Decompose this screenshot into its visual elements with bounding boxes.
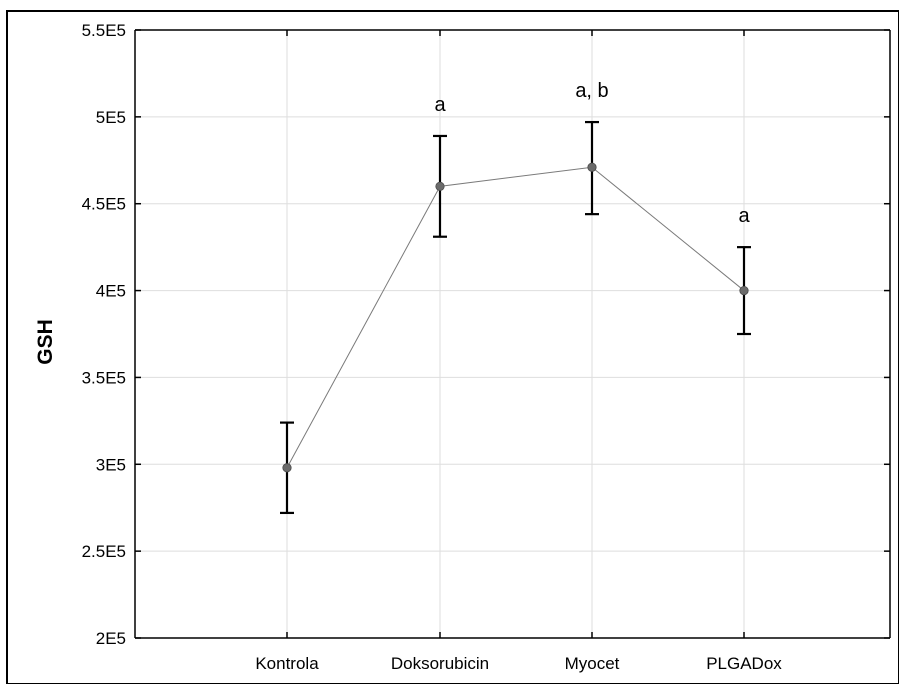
- significance-label: a, b: [575, 80, 608, 102]
- y-axis-label: GSH: [34, 319, 57, 365]
- axes: [134, 29, 891, 639]
- data-point: [739, 285, 749, 296]
- grid-lines: [135, 29, 890, 638]
- y-tick-label: 3E5: [96, 455, 126, 474]
- data-point: [282, 463, 292, 473]
- significance-label: a: [434, 94, 446, 116]
- x-category-label: Myocet: [565, 654, 620, 673]
- y-tick-label: 2.5E5: [82, 542, 126, 561]
- labels-group: 2E5 2.5E5 3E5 3.5E5 4E5 4.5E5 5E5 5.5E5 Kontrola…: [82, 21, 783, 673]
- data-point: [587, 162, 597, 172]
- ticks: [135, 29, 890, 639]
- y-tick-label: 4E5: [96, 282, 126, 301]
- y-tick-label: 2E5: [96, 629, 126, 648]
- y-tick-label: 5E5: [96, 108, 126, 127]
- x-category-label: Kontrola: [255, 654, 319, 673]
- series-group: [280, 120, 751, 515]
- x-category-label: PLGADox: [706, 654, 782, 673]
- y-tick-label: 5.5E5: [82, 21, 126, 40]
- x-category-label: Doksorubicin: [391, 654, 489, 673]
- y-tick-label: 3.5E5: [82, 368, 126, 387]
- data-point: [435, 181, 445, 191]
- outer-frame: [6, 10, 899, 685]
- series-line: [286, 166, 745, 468]
- y-tick-label: 4.5E5: [82, 195, 126, 214]
- significance-label: a: [738, 205, 750, 227]
